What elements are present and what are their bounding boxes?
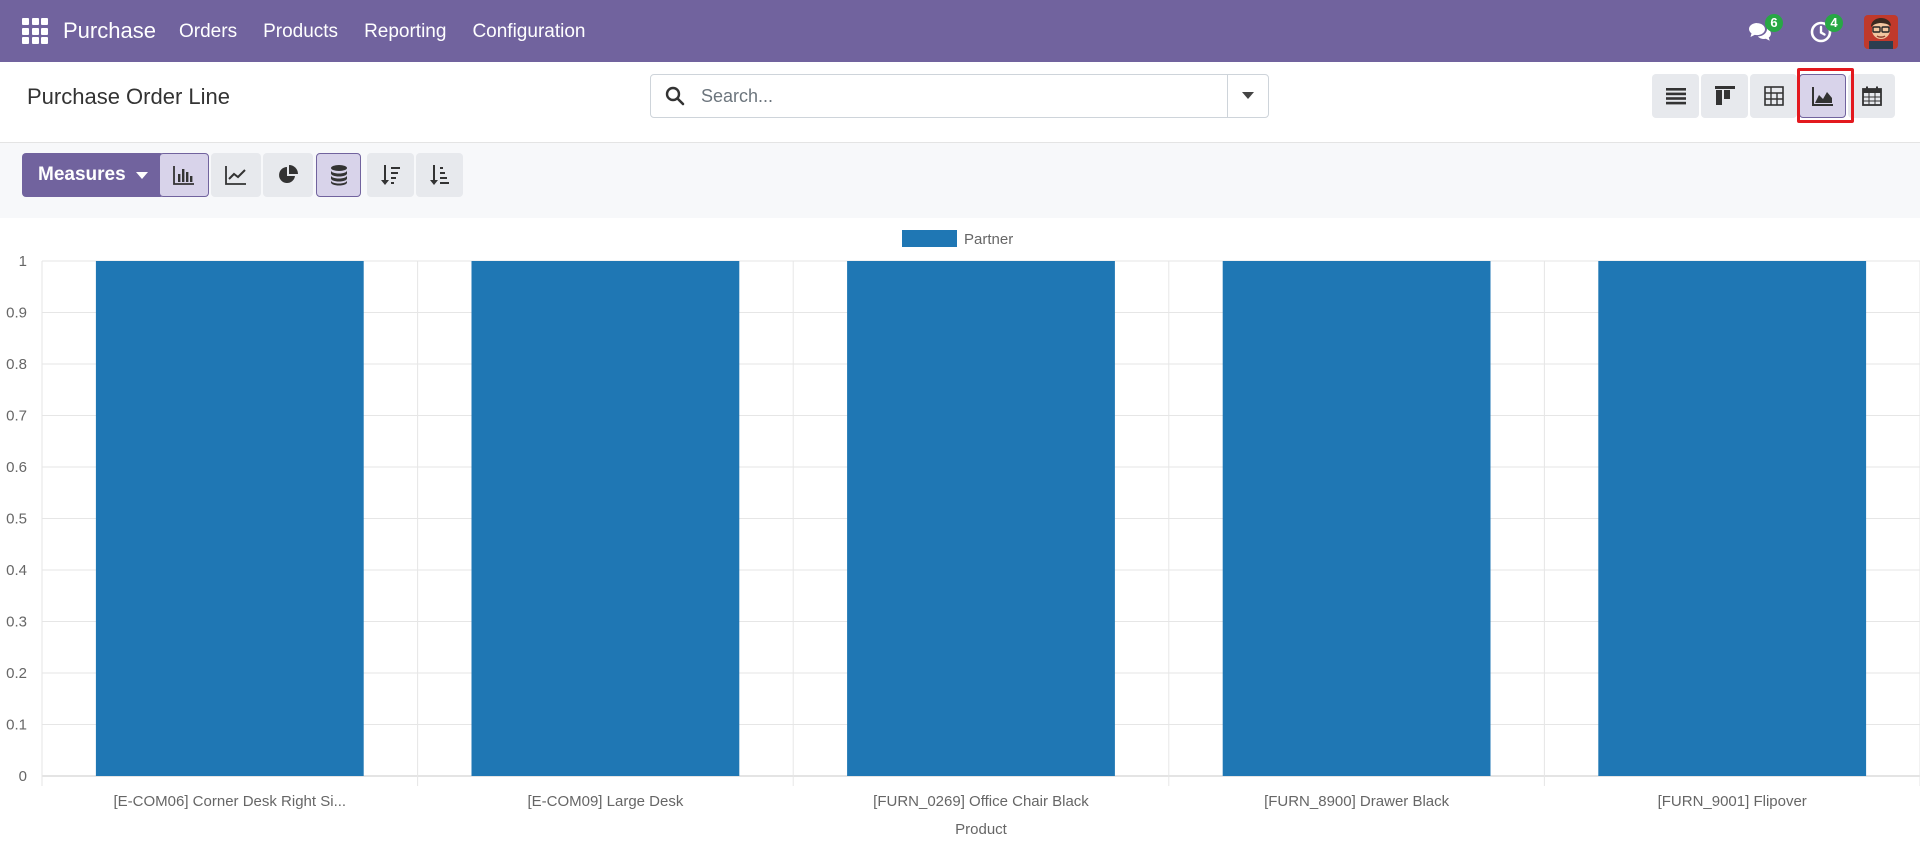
list-view-button[interactable] — [1652, 74, 1699, 118]
graph-view-highlight-box — [1797, 68, 1854, 123]
graph-chart-area: 0 0.1 0.2 0.3 0.4 0.5 0.6 0.7 0.8 0.9 1 [E-COM06] C… — [0, 218, 1920, 845]
stacked-toggle-button[interactable] — [316, 153, 361, 197]
calendar-view-icon — [1861, 86, 1882, 106]
control-panel: Purchase Order Line — [0, 62, 1920, 143]
graph-view-icon — [1811, 87, 1833, 106]
search-options-toggle[interactable] — [1227, 75, 1268, 117]
measures-dropdown-button[interactable]: Measures — [22, 153, 164, 197]
pie-chart-icon — [279, 165, 298, 183]
caret-down-icon — [135, 171, 148, 179]
app-brand[interactable]: Purchase — [63, 18, 156, 43]
menu-item-orders[interactable]: Orders — [179, 21, 238, 42]
pivot-view-button[interactable] — [1750, 74, 1797, 118]
page-title: Purchase Order Line — [27, 84, 230, 109]
view-switcher — [1652, 74, 1895, 118]
stack-group — [316, 153, 361, 197]
app-menu-icon[interactable] — [22, 18, 48, 44]
x-tick-label: [FURN_0269] Office Chair Black — [873, 793, 1089, 810]
caret-down-icon — [1242, 92, 1254, 99]
x-tick-label: [FURN_8900] Drawer Black — [1264, 793, 1450, 810]
x-axis-label: Product — [955, 821, 1008, 838]
calendar-view-button[interactable] — [1848, 74, 1895, 118]
legend-label[interactable]: Partner — [964, 231, 1013, 248]
y-tick-label: 0.8 — [6, 356, 27, 373]
sort-ascending-button[interactable] — [416, 153, 463, 197]
legend-swatch[interactable] — [902, 230, 957, 247]
kanban-view-icon — [1714, 86, 1735, 105]
menu-item-reporting[interactable]: Reporting — [364, 21, 447, 42]
x-tick-label: [E-COM09] Large Desk — [527, 793, 683, 810]
user-avatar[interactable] — [1864, 15, 1898, 49]
activities-clock-icon[interactable]: 4 — [1804, 14, 1843, 49]
main-menu: Orders Products Reporting Configuration — [179, 21, 585, 43]
sort-descending-button[interactable] — [367, 153, 414, 197]
menu-item-products[interactable]: Products — [263, 21, 339, 42]
menu-item-configuration[interactable]: Configuration — [472, 21, 586, 42]
messages-count-badge: 6 — [1765, 14, 1783, 32]
graph-toolbar: Measures — [0, 143, 1920, 218]
y-tick-label: 0.2 — [6, 665, 27, 682]
database-stack-icon — [330, 165, 347, 186]
list-view-icon — [1665, 88, 1686, 105]
bar-chart: 0 0.1 0.2 0.3 0.4 0.5 0.6 0.7 0.8 0.9 1 [E-COM06] C… — [6, 230, 1920, 838]
search-input[interactable] — [699, 84, 1227, 108]
search-icon — [651, 74, 699, 118]
y-tick-label: 0.3 — [6, 614, 27, 631]
activities-count-badge: 4 — [1825, 14, 1843, 32]
chart-type-group — [159, 153, 313, 197]
sort-group — [367, 153, 463, 197]
y-tick-label: 0.1 — [6, 717, 27, 734]
y-tick-label: 0 — [19, 768, 27, 785]
bar[interactable] — [471, 261, 740, 776]
bar[interactable] — [847, 261, 1115, 776]
x-tick-label: [E-COM06] Corner Desk Right Si... — [114, 793, 347, 810]
x-tick-label: [FURN_9001] Flipover — [1658, 793, 1807, 810]
search-bar — [650, 74, 1269, 118]
line-chart-button[interactable] — [211, 153, 261, 197]
pie-chart-button[interactable] — [263, 153, 313, 197]
bar[interactable] — [95, 261, 364, 776]
sort-descending-icon — [380, 165, 400, 185]
bar-chart-button[interactable] — [159, 153, 209, 197]
messages-icon[interactable]: 6 — [1744, 14, 1783, 49]
bar[interactable] — [1222, 261, 1491, 776]
y-tick-label: 1 — [19, 253, 27, 270]
sort-ascending-icon — [429, 165, 449, 185]
y-tick-label: 0.6 — [6, 459, 27, 476]
kanban-view-button[interactable] — [1701, 74, 1748, 118]
y-tick-label: 0.5 — [6, 511, 27, 528]
y-tick-label: 0.9 — [6, 305, 27, 322]
bar-chart-icon — [173, 166, 194, 185]
top-navbar: Purchase Orders Products Reporting Confi… — [0, 0, 1920, 62]
measures-label: Measures — [38, 164, 126, 185]
bar[interactable] — [1598, 261, 1867, 776]
line-chart-icon — [225, 166, 246, 185]
pivot-view-icon — [1763, 86, 1784, 106]
y-tick-label: 0.4 — [6, 562, 27, 579]
y-tick-label: 0.7 — [6, 408, 27, 425]
navbar-systray: 6 4 — [1744, 14, 1898, 50]
